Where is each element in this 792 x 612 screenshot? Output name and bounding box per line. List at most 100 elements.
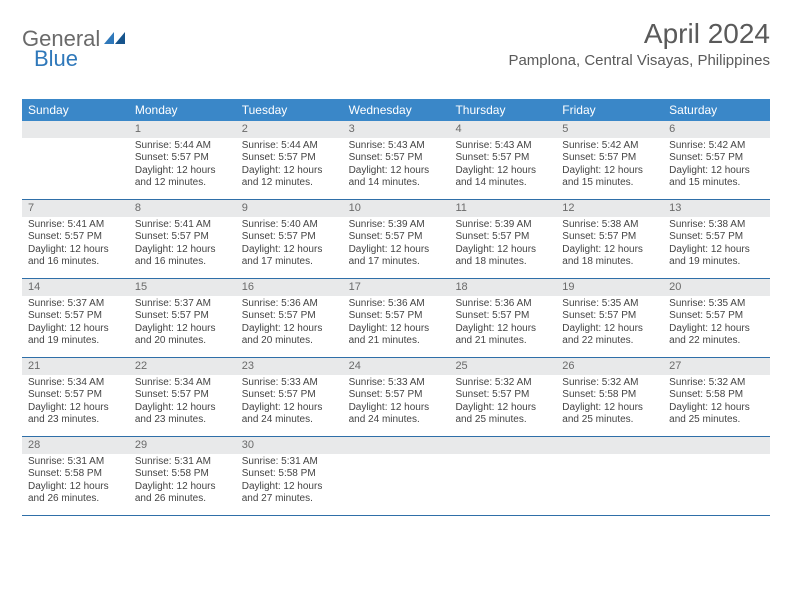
sunrise-text: Sunrise: 5:38 AM xyxy=(669,219,764,232)
calendar-cell: 18Sunrise: 5:36 AMSunset: 5:57 PMDayligh… xyxy=(449,279,556,357)
sunrise-text: Sunrise: 5:36 AM xyxy=(455,298,550,311)
logo-mark-icon xyxy=(104,29,126,50)
title-block: April 2024 Pamplona, Central Visayas, Ph… xyxy=(508,18,770,69)
day-number: 23 xyxy=(236,358,343,375)
cell-body: Sunrise: 5:43 AMSunset: 5:57 PMDaylight:… xyxy=(449,138,556,194)
calendar-cell: 16Sunrise: 5:36 AMSunset: 5:57 PMDayligh… xyxy=(236,279,343,357)
cell-body: Sunrise: 5:41 AMSunset: 5:57 PMDaylight:… xyxy=(22,217,129,273)
day-number: 24 xyxy=(343,358,450,375)
calendar-cell: 1Sunrise: 5:44 AMSunset: 5:57 PMDaylight… xyxy=(129,121,236,199)
sunrise-text: Sunrise: 5:31 AM xyxy=(242,456,337,469)
day-number: 17 xyxy=(343,279,450,296)
calendar-cell: 11Sunrise: 5:39 AMSunset: 5:57 PMDayligh… xyxy=(449,200,556,278)
cell-body: Sunrise: 5:41 AMSunset: 5:57 PMDaylight:… xyxy=(129,217,236,273)
calendar-cell xyxy=(663,437,770,515)
calendar-cell: 8Sunrise: 5:41 AMSunset: 5:57 PMDaylight… xyxy=(129,200,236,278)
sunrise-text: Sunrise: 5:33 AM xyxy=(349,377,444,390)
calendar-cell xyxy=(343,437,450,515)
daylight-text: Daylight: 12 hours and 22 minutes. xyxy=(562,323,657,348)
cell-body: Sunrise: 5:33 AMSunset: 5:57 PMDaylight:… xyxy=(236,375,343,431)
calendar-cell: 23Sunrise: 5:33 AMSunset: 5:57 PMDayligh… xyxy=(236,358,343,436)
day-number: 8 xyxy=(129,200,236,217)
day-number: 21 xyxy=(22,358,129,375)
calendar-cell: 30Sunrise: 5:31 AMSunset: 5:58 PMDayligh… xyxy=(236,437,343,515)
cell-body: Sunrise: 5:43 AMSunset: 5:57 PMDaylight:… xyxy=(343,138,450,194)
day-number: 13 xyxy=(663,200,770,217)
sunset-text: Sunset: 5:57 PM xyxy=(349,152,444,165)
sunset-text: Sunset: 5:57 PM xyxy=(455,231,550,244)
day-number: 6 xyxy=(663,121,770,138)
cell-body: Sunrise: 5:36 AMSunset: 5:57 PMDaylight:… xyxy=(236,296,343,352)
day-number: 12 xyxy=(556,200,663,217)
sunset-text: Sunset: 5:57 PM xyxy=(135,310,230,323)
sunrise-text: Sunrise: 5:39 AM xyxy=(349,219,444,232)
sunset-text: Sunset: 5:57 PM xyxy=(28,389,123,402)
day-number: 18 xyxy=(449,279,556,296)
day-number: 25 xyxy=(449,358,556,375)
sunset-text: Sunset: 5:57 PM xyxy=(242,231,337,244)
day-number: 5 xyxy=(556,121,663,138)
daylight-text: Daylight: 12 hours and 22 minutes. xyxy=(669,323,764,348)
calendar-cell: 25Sunrise: 5:32 AMSunset: 5:57 PMDayligh… xyxy=(449,358,556,436)
day-number: 29 xyxy=(129,437,236,454)
sunrise-text: Sunrise: 5:36 AM xyxy=(242,298,337,311)
sunrise-text: Sunrise: 5:31 AM xyxy=(28,456,123,469)
cell-body: Sunrise: 5:44 AMSunset: 5:57 PMDaylight:… xyxy=(236,138,343,194)
calendar-cell: 22Sunrise: 5:34 AMSunset: 5:57 PMDayligh… xyxy=(129,358,236,436)
calendar-cell: 7Sunrise: 5:41 AMSunset: 5:57 PMDaylight… xyxy=(22,200,129,278)
sunset-text: Sunset: 5:57 PM xyxy=(349,231,444,244)
week-row: 28Sunrise: 5:31 AMSunset: 5:58 PMDayligh… xyxy=(22,437,770,516)
calendar: SundayMondayTuesdayWednesdayThursdayFrid… xyxy=(22,99,770,516)
daylight-text: Daylight: 12 hours and 12 minutes. xyxy=(242,165,337,190)
calendar-cell: 27Sunrise: 5:32 AMSunset: 5:58 PMDayligh… xyxy=(663,358,770,436)
calendar-cell: 24Sunrise: 5:33 AMSunset: 5:57 PMDayligh… xyxy=(343,358,450,436)
daylight-text: Daylight: 12 hours and 12 minutes. xyxy=(135,165,230,190)
daylight-text: Daylight: 12 hours and 25 minutes. xyxy=(455,402,550,427)
day-number: 9 xyxy=(236,200,343,217)
weeks-container: 1Sunrise: 5:44 AMSunset: 5:57 PMDaylight… xyxy=(22,121,770,516)
day-number: 7 xyxy=(22,200,129,217)
week-row: 7Sunrise: 5:41 AMSunset: 5:57 PMDaylight… xyxy=(22,200,770,279)
calendar-cell: 5Sunrise: 5:42 AMSunset: 5:57 PMDaylight… xyxy=(556,121,663,199)
header: General April 2024 Pamplona, Central Vis… xyxy=(22,18,770,69)
daylight-text: Daylight: 12 hours and 17 minutes. xyxy=(349,244,444,269)
cell-body: Sunrise: 5:40 AMSunset: 5:57 PMDaylight:… xyxy=(236,217,343,273)
cell-body: Sunrise: 5:44 AMSunset: 5:57 PMDaylight:… xyxy=(129,138,236,194)
daylight-text: Daylight: 12 hours and 21 minutes. xyxy=(455,323,550,348)
daylight-text: Daylight: 12 hours and 15 minutes. xyxy=(669,165,764,190)
sunset-text: Sunset: 5:57 PM xyxy=(242,152,337,165)
calendar-cell: 12Sunrise: 5:38 AMSunset: 5:57 PMDayligh… xyxy=(556,200,663,278)
day-header: Tuesday xyxy=(236,99,343,121)
sunrise-text: Sunrise: 5:40 AM xyxy=(242,219,337,232)
logo-text-blue: Blue xyxy=(34,46,78,72)
cell-body: Sunrise: 5:32 AMSunset: 5:57 PMDaylight:… xyxy=(449,375,556,431)
sunrise-text: Sunrise: 5:34 AM xyxy=(28,377,123,390)
sunrise-text: Sunrise: 5:41 AM xyxy=(28,219,123,232)
sunset-text: Sunset: 5:57 PM xyxy=(669,152,764,165)
sunset-text: Sunset: 5:58 PM xyxy=(135,468,230,481)
day-number: 26 xyxy=(556,358,663,375)
day-header: Wednesday xyxy=(343,99,450,121)
cell-body: Sunrise: 5:42 AMSunset: 5:57 PMDaylight:… xyxy=(556,138,663,194)
day-number xyxy=(343,437,450,454)
cell-body: Sunrise: 5:35 AMSunset: 5:57 PMDaylight:… xyxy=(663,296,770,352)
daylight-text: Daylight: 12 hours and 21 minutes. xyxy=(349,323,444,348)
day-header: Friday xyxy=(556,99,663,121)
daylight-text: Daylight: 12 hours and 20 minutes. xyxy=(242,323,337,348)
day-number: 3 xyxy=(343,121,450,138)
sunset-text: Sunset: 5:57 PM xyxy=(135,389,230,402)
day-number xyxy=(449,437,556,454)
sunset-text: Sunset: 5:57 PM xyxy=(455,152,550,165)
sunrise-text: Sunrise: 5:44 AM xyxy=(135,140,230,153)
day-header: Sunday xyxy=(22,99,129,121)
sunrise-text: Sunrise: 5:32 AM xyxy=(455,377,550,390)
sunset-text: Sunset: 5:57 PM xyxy=(28,310,123,323)
sunrise-text: Sunrise: 5:34 AM xyxy=(135,377,230,390)
sunrise-text: Sunrise: 5:32 AM xyxy=(562,377,657,390)
calendar-cell: 14Sunrise: 5:37 AMSunset: 5:57 PMDayligh… xyxy=(22,279,129,357)
cell-body: Sunrise: 5:34 AMSunset: 5:57 PMDaylight:… xyxy=(129,375,236,431)
cell-body: Sunrise: 5:39 AMSunset: 5:57 PMDaylight:… xyxy=(449,217,556,273)
daylight-text: Daylight: 12 hours and 16 minutes. xyxy=(28,244,123,269)
sunrise-text: Sunrise: 5:44 AM xyxy=(242,140,337,153)
sunset-text: Sunset: 5:57 PM xyxy=(242,389,337,402)
